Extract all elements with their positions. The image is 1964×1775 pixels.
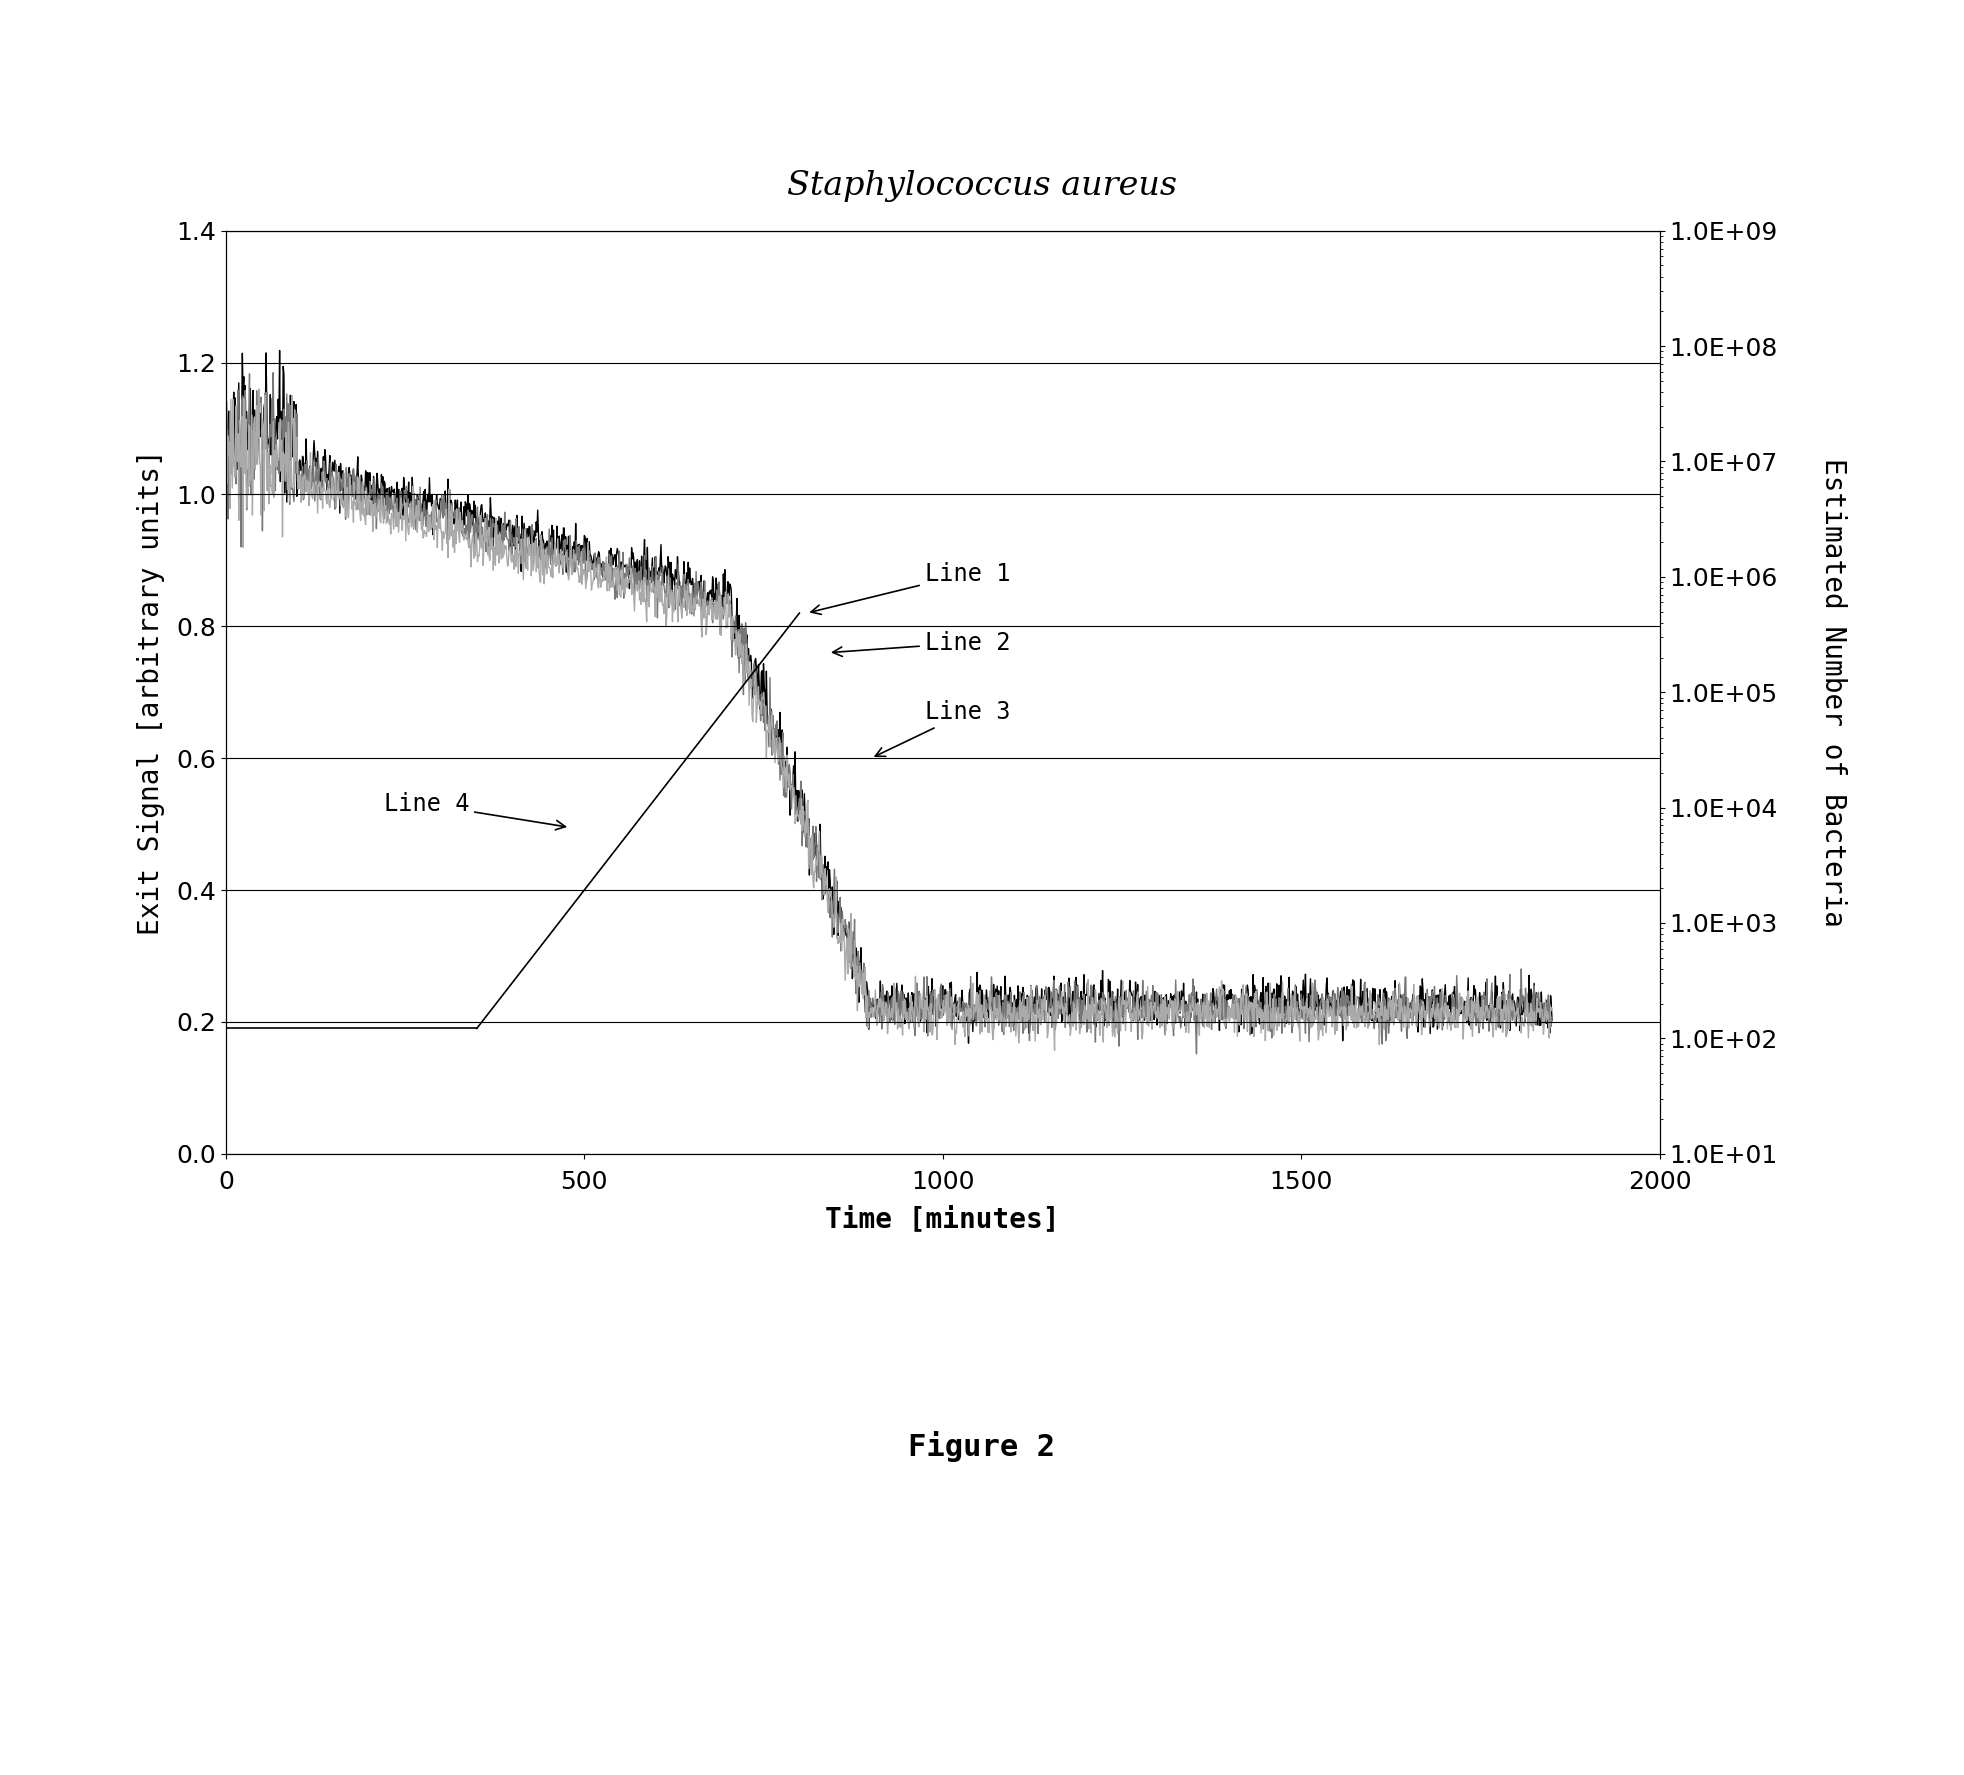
Text: Line 1: Line 1 [811, 561, 1009, 614]
Text: Line 3: Line 3 [876, 699, 1009, 756]
Text: Figure 2: Figure 2 [909, 1431, 1055, 1463]
Y-axis label: Exit Signal [arbitrary units]: Exit Signal [arbitrary units] [137, 449, 165, 935]
Text: Line 2: Line 2 [833, 630, 1009, 657]
Text: Staphylococcus aureus: Staphylococcus aureus [788, 170, 1176, 202]
Y-axis label: Estimated Number of Bacteria: Estimated Number of Bacteria [1819, 458, 1848, 927]
X-axis label: Time [minutes]: Time [minutes] [825, 1205, 1061, 1234]
Text: Line 4: Line 4 [383, 792, 566, 831]
